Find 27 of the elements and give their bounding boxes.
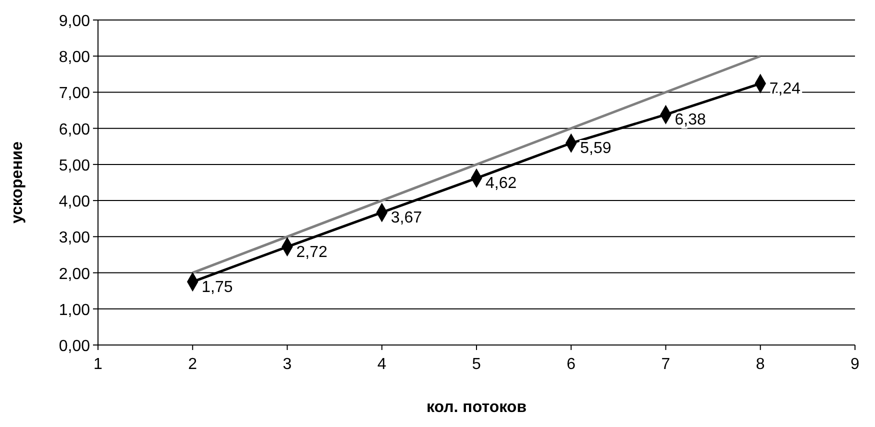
data-label: 5,59 — [580, 140, 612, 158]
data-label: 1,75 — [202, 278, 233, 296]
data-label: 2,72 — [296, 244, 328, 261]
y-tick-label: 1,00 — [58, 302, 90, 319]
y-tick-label: 7,00 — [58, 85, 90, 102]
data-label: 6,38 — [674, 112, 706, 129]
y-tick-label: 2,00 — [58, 266, 90, 283]
y-axis-title: ускорение — [9, 141, 26, 224]
x-tick-label: 1 — [94, 356, 103, 373]
x-tick-label: 2 — [188, 356, 198, 373]
data-label: 4,62 — [486, 175, 517, 192]
y-tick-label: 4,00 — [58, 194, 90, 211]
x-axis-title: кол. потоков — [426, 399, 527, 416]
x-tick-label: 3 — [282, 356, 292, 373]
data-label: 3,67 — [390, 209, 422, 226]
y-tick-label: 8,00 — [58, 49, 90, 66]
x-tick-label: 7 — [661, 356, 670, 373]
x-tick-label: 9 — [850, 356, 860, 373]
y-tick-label: 3,00 — [58, 230, 90, 247]
y-tick-label: 0,00 — [58, 338, 90, 355]
x-tick-label: 5 — [472, 356, 482, 373]
y-tick-label: 6,00 — [58, 121, 90, 138]
y-tick-label: 5,00 — [58, 157, 90, 174]
x-tick-label: 8 — [756, 356, 765, 373]
x-tick-label: 4 — [377, 356, 386, 373]
x-tick-label: 6 — [566, 356, 576, 373]
y-tick-label: 9,00 — [58, 13, 90, 30]
